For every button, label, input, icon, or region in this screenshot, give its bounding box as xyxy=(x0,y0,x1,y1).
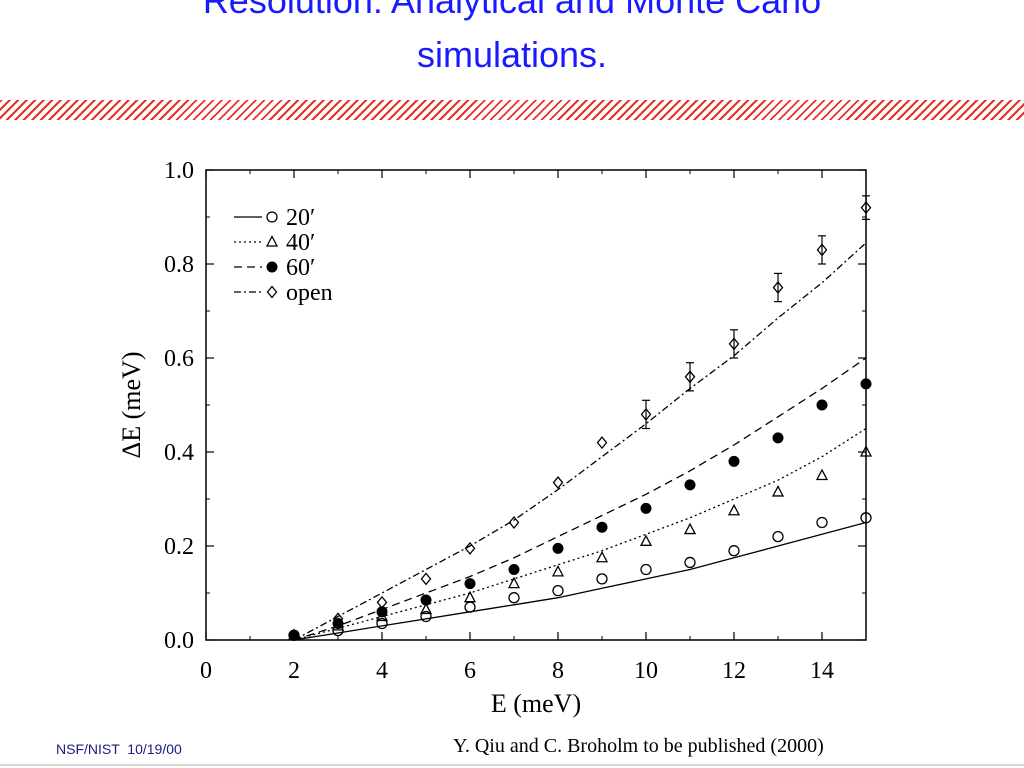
x-tick-label: 10 xyxy=(634,658,658,684)
y-tick-label: 0.6 xyxy=(164,346,194,372)
y-tick-label: 0.0 xyxy=(164,628,194,654)
y-tick-label: 0.8 xyxy=(164,252,194,278)
x-tick-label: 14 xyxy=(810,658,834,684)
legend-marker-1 xyxy=(265,235,279,247)
x-tick-label: 0 xyxy=(200,658,212,684)
data-point-3 xyxy=(420,572,432,586)
data-point-3 xyxy=(684,370,696,384)
data-point-1 xyxy=(815,468,829,481)
data-point-2 xyxy=(420,594,432,606)
data-point-0 xyxy=(376,617,388,630)
x-tick-label: 12 xyxy=(722,658,746,684)
data-point-0 xyxy=(816,516,828,529)
data-point-1 xyxy=(463,590,477,603)
data-point-1 xyxy=(507,576,521,589)
data-point-2 xyxy=(728,455,740,467)
data-point-1 xyxy=(419,602,433,615)
data-point-3 xyxy=(508,515,520,530)
data-point-2 xyxy=(376,606,388,618)
data-point-3 xyxy=(596,436,608,450)
data-point-0 xyxy=(640,563,652,576)
data-point-2 xyxy=(860,378,872,390)
data-point-2 xyxy=(464,578,476,590)
data-point-2 xyxy=(288,629,300,641)
slide-title: Resolution: Analytical and Monte Carlo s… xyxy=(0,0,1024,82)
data-point-0 xyxy=(420,610,432,623)
data-point-2 xyxy=(816,399,828,411)
title-line-2: simulations. xyxy=(416,34,608,75)
x-tick-label: 8 xyxy=(552,658,564,684)
data-point-1 xyxy=(551,564,565,577)
legend-marker-0 xyxy=(266,211,278,223)
legend-label-3: open xyxy=(286,280,333,306)
curve-2 xyxy=(293,357,867,641)
x-tick-label: 4 xyxy=(376,658,388,684)
y-tick-label: 1.0 xyxy=(164,158,194,184)
data-point-1 xyxy=(727,503,741,516)
data-point-1 xyxy=(595,550,609,563)
legend-label-1: 40′ xyxy=(286,230,315,256)
data-point-2 xyxy=(596,521,608,533)
data-point-0 xyxy=(508,592,520,604)
data-point-1 xyxy=(683,522,697,535)
data-point-0 xyxy=(772,530,784,543)
data-point-0 xyxy=(464,601,476,613)
red-hatched-divider xyxy=(0,100,1024,120)
legend-marker-2 xyxy=(266,261,278,273)
data-point-0 xyxy=(728,545,740,557)
data-point-3 xyxy=(728,337,740,351)
data-point-1 xyxy=(771,485,785,497)
title-line-1: Resolution: Analytical and Monte Carlo xyxy=(202,0,822,21)
legend-label-0: 20′ xyxy=(286,205,315,231)
curve-3 xyxy=(293,242,867,641)
y-tick-label: 0.2 xyxy=(164,534,194,560)
data-point-3 xyxy=(816,243,828,257)
data-point-3 xyxy=(552,476,564,490)
data-point-2 xyxy=(684,479,696,491)
data-point-0 xyxy=(684,556,696,569)
x-axis-label: E (meV) xyxy=(491,689,581,718)
curve-0 xyxy=(293,521,867,641)
data-point-2 xyxy=(640,502,652,514)
data-point-0 xyxy=(860,512,872,524)
footer-credit: Y. Qiu and C. Broholm to be published (2… xyxy=(453,735,824,757)
y-tick-label: 0.4 xyxy=(164,440,194,466)
data-point-0 xyxy=(552,585,564,597)
legend-label-2: 60′ xyxy=(286,255,315,281)
footer-rule xyxy=(0,764,1024,766)
data-point-2 xyxy=(772,432,784,444)
data-point-3 xyxy=(860,201,872,215)
data-point-3 xyxy=(772,280,784,295)
x-tick-label: 2 xyxy=(288,658,300,684)
data-point-1 xyxy=(859,445,873,457)
data-point-2 xyxy=(552,542,564,554)
footer-date: NSF/NIST 10/19/00 xyxy=(56,741,182,757)
x-tick-label: 6 xyxy=(464,658,476,684)
data-point-3 xyxy=(464,541,476,555)
data-point-3 xyxy=(332,612,344,626)
data-point-3 xyxy=(640,407,652,421)
data-point-1 xyxy=(639,534,653,546)
data-point-2 xyxy=(508,564,520,575)
data-point-0 xyxy=(596,573,608,585)
y-axis-label: ΔE (meV) xyxy=(117,352,146,459)
data-point-3 xyxy=(376,595,388,609)
legend-marker-3 xyxy=(266,285,278,299)
